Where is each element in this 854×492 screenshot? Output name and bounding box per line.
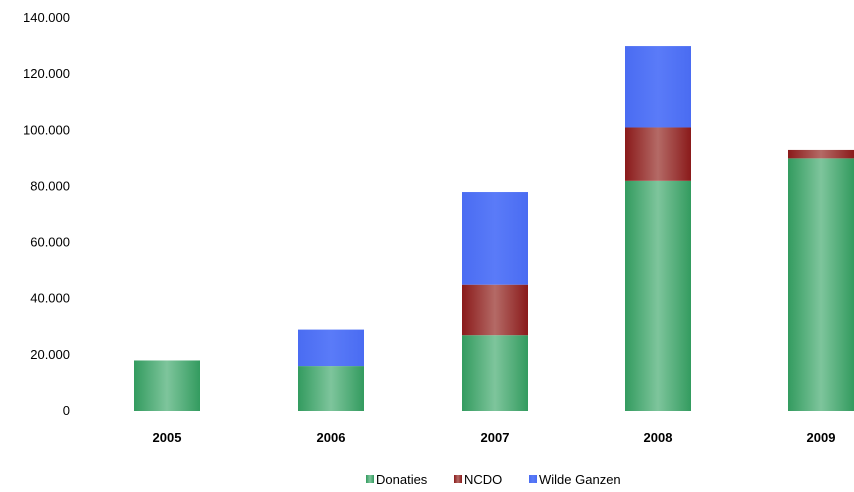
bar-segment-donaties-2005 <box>134 360 200 411</box>
bars <box>134 46 854 411</box>
bar-segment-wilde-ganzen-2008 <box>625 46 691 128</box>
y-tick-label: 80.000 <box>30 178 70 193</box>
bar-segment-donaties-2007 <box>462 335 528 411</box>
y-tick-label: 100.000 <box>23 122 70 137</box>
bar-segment-donaties-2009 <box>788 158 854 411</box>
y-tick-label: 60.000 <box>30 235 70 250</box>
y-tick-label: 0 <box>63 403 70 418</box>
legend-swatch-ncdo <box>454 475 462 483</box>
bar-segment-wilde-ganzen-2007 <box>462 192 528 285</box>
legend-label-wilde-ganzen: Wilde Ganzen <box>539 472 621 487</box>
bar-segment-ncdo-2007 <box>462 284 528 336</box>
legend-label-donaties: Donaties <box>376 472 428 487</box>
y-tick-label: 20.000 <box>30 347 70 362</box>
x-tick-label: 2005 <box>153 430 182 445</box>
legend-swatch-wilde-ganzen <box>529 475 537 483</box>
x-tick-label: 2006 <box>317 430 346 445</box>
x-axis: 2005 2006 2007 2008 2009 <box>153 430 836 445</box>
bar-segment-ncdo-2008 <box>625 127 691 181</box>
bar-segment-donaties-2006 <box>298 366 364 411</box>
x-tick-label: 2007 <box>481 430 510 445</box>
y-tick-label: 40.000 <box>30 291 70 306</box>
bar-segment-wilde-ganzen-2006 <box>298 329 364 367</box>
bar-segment-donaties-2008 <box>625 180 691 411</box>
bar-segment-ncdo-2009 <box>788 149 854 159</box>
y-tick-label: 120.000 <box>23 66 70 81</box>
legend: Donaties NCDO Wilde Ganzen <box>366 472 621 487</box>
legend-label-ncdo: NCDO <box>464 472 502 487</box>
legend-swatch-donaties <box>366 475 374 483</box>
y-axis: 0 20.000 40.000 60.000 80.000 100.000 120.000 1… <box>23 10 70 418</box>
y-tick-label: 140.000 <box>23 10 70 25</box>
x-tick-label: 2009 <box>807 430 836 445</box>
x-tick-label: 2008 <box>644 430 673 445</box>
